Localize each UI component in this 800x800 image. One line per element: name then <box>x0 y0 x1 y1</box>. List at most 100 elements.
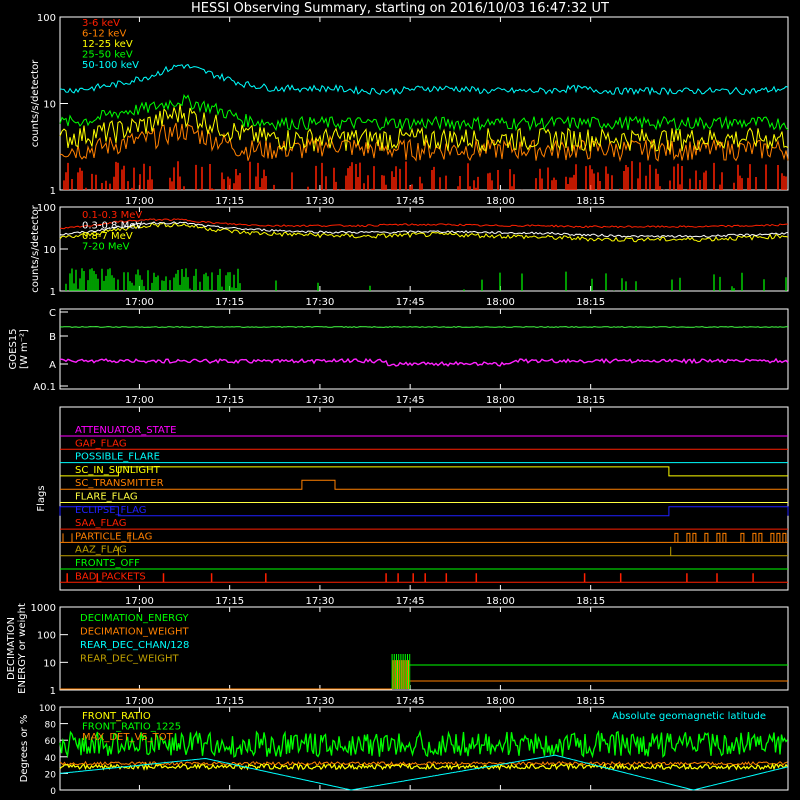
flag-label: GAP_FLAG <box>75 438 127 449</box>
x-tick-label: 17:00 <box>125 297 154 308</box>
panel-frame-4 <box>59 606 789 691</box>
x-tick-label: 18:15 <box>576 696 605 707</box>
legend-item: 25-50 keV <box>82 50 133 61</box>
series-0.1-0.3-mev <box>59 218 788 230</box>
legend-item: MAX_DET_VS_TOT <box>82 732 174 743</box>
geomagnetic-latitude-series <box>59 754 788 791</box>
x-tick-label: 17:45 <box>396 297 425 308</box>
y-axis-unit: [W m⁻²] <box>19 329 30 369</box>
x-tick-label: 18:00 <box>486 596 515 607</box>
x-tick-label: 18:15 <box>576 196 605 207</box>
flag-label: BAD_PACKETS <box>75 571 146 582</box>
y-tick-label: 10 <box>43 100 56 111</box>
x-tick-label: 17:45 <box>396 196 425 207</box>
x-tick-label: 18:00 <box>486 297 515 308</box>
legend-item: DECIMATION_ENERGY <box>80 613 189 624</box>
y-tick-label: C <box>49 308 56 319</box>
x-tick-label: 17:15 <box>215 696 244 707</box>
flag-line <box>60 466 788 477</box>
y-tick-label: 10 <box>43 245 56 256</box>
x-tick-label: 17:15 <box>215 196 244 207</box>
x-tick-label: 18:00 <box>486 395 515 406</box>
flag-label: AAZ_FLAG <box>75 545 127 556</box>
front-ratio-1225-series <box>59 729 788 759</box>
flag-label: PARTICLE_FLAG <box>75 531 152 542</box>
legend-item: 12-25 keV <box>82 39 133 50</box>
y-tick-label: 0 <box>50 787 56 797</box>
legend-item: REAR_DEC_CHAN/128 <box>80 640 189 651</box>
flag-line <box>59 506 789 517</box>
x-tick-label: 17:30 <box>306 196 335 207</box>
front-ratio-series <box>59 762 788 771</box>
x-tick-label: 18:15 <box>576 596 605 607</box>
flag-label: ATTENUATOR_STATE <box>75 425 176 436</box>
aaz-flag-pulses <box>117 546 672 556</box>
y-tick-label: 40 <box>45 754 57 764</box>
series-50-100-kev <box>59 63 789 96</box>
x-tick-label: 17:30 <box>306 297 335 308</box>
goes-long-series <box>59 326 789 328</box>
legend-item: 0.1-0.3 MeV <box>82 210 142 221</box>
legend-item: REAR_DEC_WEIGHT <box>80 654 179 665</box>
series-25-50-kev <box>59 94 789 132</box>
panel-frame-3 <box>59 406 789 591</box>
y-tick-label: 1 <box>50 186 56 197</box>
y-tick-label: A <box>49 360 56 371</box>
y-tick-label: 100 <box>37 13 56 24</box>
y-axis-label: ENERGY or weight <box>17 603 28 694</box>
y-tick-label: 80 <box>45 721 57 731</box>
x-tick-label: 17:30 <box>306 696 335 707</box>
x-tick-label: 17:45 <box>396 596 425 607</box>
max-det-vs-tot-series <box>59 760 788 767</box>
flag-label: ECLIPSE_FLAG <box>75 505 146 516</box>
y-tick-label: 1 <box>50 287 56 298</box>
particle-flag-pulses <box>62 532 787 543</box>
goes-short-series <box>59 357 789 367</box>
y-axis-label: counts/s/detector <box>30 59 41 147</box>
y-tick-label: 1000 <box>31 603 56 614</box>
legend-item: DECIMATION_WEIGHT <box>80 627 189 638</box>
panel-frame-5 <box>59 706 789 791</box>
panel-frame-2 <box>59 308 789 390</box>
series-6-12-kev <box>59 122 789 163</box>
flag-line <box>60 479 788 490</box>
x-tick-label: 17:00 <box>125 596 154 607</box>
x-tick-label: 18:15 <box>576 395 605 406</box>
y-tick-label: 100 <box>39 704 56 714</box>
x-tick-label: 17:00 <box>125 696 154 707</box>
y-axis-label: GOES15 <box>8 328 19 369</box>
x-tick-label: 17:00 <box>125 196 154 207</box>
x-tick-label: 17:30 <box>306 395 335 406</box>
y-tick-label: 100 <box>37 203 56 214</box>
y-axis-label: Degrees or % <box>19 715 30 783</box>
flag-label: POSSIBLE_FLARE <box>75 452 160 463</box>
x-tick-label: 18:15 <box>576 297 605 308</box>
y-axis-label: counts/s/detector <box>30 204 41 292</box>
legend-item: FRONT_RATIO_1225 <box>82 722 181 733</box>
flag-label: SAA_FLAG <box>75 518 126 529</box>
x-tick-label: 17:15 <box>215 596 244 607</box>
flag-label: SC_TRANSMITTER <box>75 478 164 489</box>
y-axis-label: Flags <box>36 485 47 511</box>
legend-item: 0.3-0.8 MeV <box>82 221 142 232</box>
legend-item: 0.8-7 MeV <box>82 231 133 242</box>
flag-label: SC_IN_SUNLIGHT <box>75 465 161 476</box>
x-tick-label: 17:15 <box>215 297 244 308</box>
series-12-25-kev <box>59 104 789 154</box>
x-tick-label: 17:00 <box>125 395 154 406</box>
y-tick-label: 10 <box>43 658 56 669</box>
legend-item: FRONT_RATIO <box>82 711 151 722</box>
annotation-geomagnetic: Absolute geomagnetic latitude <box>612 711 766 722</box>
decimation-energy-burst <box>391 654 411 689</box>
series-3-6-kev <box>63 161 787 190</box>
y-tick-label: 60 <box>45 737 57 747</box>
legend-item: 6-12 keV <box>82 29 126 40</box>
x-tick-label: 17:15 <box>215 395 244 406</box>
y-axis-label: DECIMATION <box>6 617 17 680</box>
y-tick-label: 100 <box>37 631 56 642</box>
legend-item: 50-100 keV <box>82 60 139 71</box>
x-tick-label: 18:00 <box>486 196 515 207</box>
x-tick-label: 18:00 <box>486 696 515 707</box>
flag-label: FLARE_FLAG <box>75 492 138 503</box>
